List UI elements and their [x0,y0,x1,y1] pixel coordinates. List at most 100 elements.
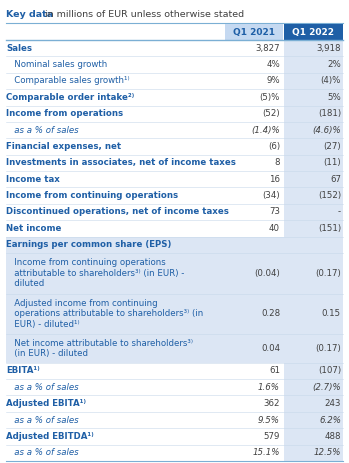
Bar [284,188,343,204]
Bar [6,444,343,461]
Text: Adjusted income from continuing
   operations attributable to shareholders³⁾ (in: Adjusted income from continuing operatio… [6,299,203,329]
Text: 4%: 4% [266,60,280,69]
Bar [284,155,343,171]
Bar [6,171,343,188]
Text: as a % of sales: as a % of sales [6,125,79,135]
Text: 73: 73 [269,207,280,216]
Bar [284,444,343,461]
Bar [284,412,343,428]
Bar [6,106,343,122]
Bar [284,237,343,253]
Bar [284,220,343,237]
Text: (4.6)%: (4.6)% [312,125,341,135]
Bar [6,237,343,253]
Text: (52): (52) [262,109,280,118]
Bar [284,294,343,334]
Bar [6,379,343,395]
Text: 1.6%: 1.6% [258,383,280,392]
Bar [284,379,343,395]
Text: (5)%: (5)% [260,93,280,102]
Text: Financial expenses, net: Financial expenses, net [6,142,121,151]
Bar [284,171,343,188]
Text: 6.2%: 6.2% [319,416,341,425]
Text: 0.15: 0.15 [322,309,341,319]
Bar [284,106,343,122]
Bar [284,334,343,363]
Bar [6,395,343,412]
Text: 9%: 9% [266,76,280,86]
Bar [6,73,343,89]
Text: 67: 67 [330,175,341,184]
Text: Net income attributable to shareholders³⁾
   (in EUR) - diluted: Net income attributable to shareholders³… [6,338,193,358]
Text: 40: 40 [269,224,280,233]
Text: Comparable order intake²⁾: Comparable order intake²⁾ [6,93,134,102]
Bar [6,253,343,294]
Bar [6,40,343,56]
Text: (0.04): (0.04) [254,269,280,278]
Text: (2.7)%: (2.7)% [312,383,341,392]
Text: EBITA¹⁾: EBITA¹⁾ [6,366,40,375]
Text: Adjusted EBITA¹⁾: Adjusted EBITA¹⁾ [6,399,86,408]
Text: -: - [338,207,341,216]
Bar [6,89,343,106]
Bar [6,56,343,73]
Bar [284,24,343,40]
Bar [6,334,343,363]
Text: as a % of sales: as a % of sales [6,448,79,457]
Bar [6,412,343,428]
Bar [6,122,343,138]
Text: Income from continuing operations
   attributable to shareholders³⁾ (in EUR) -
 : Income from continuing operations attrib… [6,258,184,288]
Text: 0.04: 0.04 [261,344,280,353]
Bar [284,395,343,412]
Text: (181): (181) [318,109,341,118]
Bar [6,155,343,171]
Text: Discontinued operations, net of income taxes: Discontinued operations, net of income t… [6,207,229,216]
Bar [6,220,343,237]
Text: 579: 579 [263,432,280,441]
Text: 61: 61 [269,366,280,375]
Text: Investments in associates, net of income taxes: Investments in associates, net of income… [6,158,236,167]
Text: Net income: Net income [6,224,61,233]
Text: 8: 8 [275,158,280,167]
Text: 15.1%: 15.1% [252,448,280,457]
Text: (152): (152) [318,191,341,200]
Bar [284,73,343,89]
Text: 488: 488 [325,432,341,441]
Text: 243: 243 [325,399,341,408]
Bar [284,138,343,155]
Text: Income from continuing operations: Income from continuing operations [6,191,178,200]
Text: 9.5%: 9.5% [258,416,280,425]
Text: 362: 362 [263,399,280,408]
Bar [284,56,343,73]
Text: Sales: Sales [6,44,32,53]
Text: (34): (34) [262,191,280,200]
Text: Comparable sales growth¹⁾: Comparable sales growth¹⁾ [6,76,129,86]
Bar [6,188,343,204]
Text: Earnings per common share (EPS): Earnings per common share (EPS) [6,240,171,249]
Bar [6,294,343,334]
Text: Adjusted EBITDA¹⁾: Adjusted EBITDA¹⁾ [6,432,94,441]
Text: Q1 2021: Q1 2021 [233,27,275,37]
Text: (0.17): (0.17) [315,269,341,278]
Bar [225,24,283,40]
Text: as a % of sales: as a % of sales [6,383,79,392]
Text: Income from operations: Income from operations [6,109,123,118]
Text: in millions of EUR unless otherwise stated: in millions of EUR unless otherwise stat… [42,10,244,19]
Text: 2%: 2% [327,60,341,69]
Text: Key data: Key data [6,10,53,19]
Text: 0.28: 0.28 [261,309,280,319]
Text: (107): (107) [318,366,341,375]
Bar [284,122,343,138]
Text: (0.17): (0.17) [315,344,341,353]
Text: (6): (6) [268,142,280,151]
Text: (151): (151) [318,224,341,233]
Text: 16: 16 [269,175,280,184]
Bar [284,428,343,444]
Text: (4)%: (4)% [321,76,341,86]
Bar [6,138,343,155]
Text: 3,918: 3,918 [317,44,341,53]
Bar [284,363,343,379]
Bar [6,363,343,379]
Text: (1.4)%: (1.4)% [251,125,280,135]
Text: 3,827: 3,827 [255,44,280,53]
